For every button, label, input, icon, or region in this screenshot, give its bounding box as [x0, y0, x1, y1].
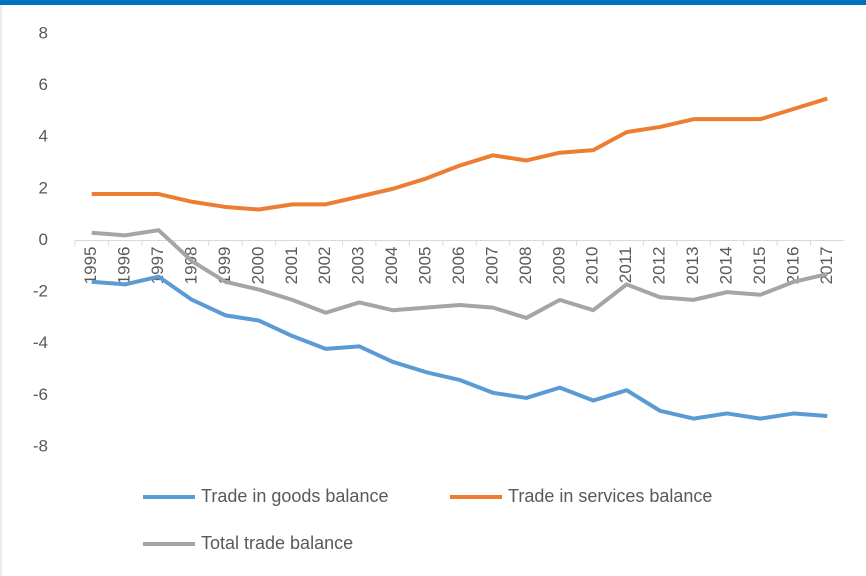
series-line	[91, 96, 828, 212]
x-tick-label: 2012	[650, 247, 669, 285]
legend-text: Total trade balance	[201, 533, 353, 553]
legend-text: Trade in goods balance	[201, 486, 388, 506]
x-tick-label: 2002	[315, 247, 334, 285]
x-tick-label: 1997	[148, 247, 167, 285]
y-tick-label: 6	[39, 75, 48, 94]
legend-text: Trade in services balance	[508, 486, 712, 506]
y-tick-label: 0	[39, 230, 48, 249]
x-tick-label: 2014	[716, 247, 735, 285]
x-tick-label: 2001	[282, 247, 301, 285]
x-tick-label: 1996	[115, 247, 134, 285]
y-tick-label: -8	[33, 436, 48, 455]
series-line	[91, 228, 828, 320]
x-tick-label: 2015	[750, 247, 769, 285]
x-tick-label: 2000	[248, 247, 267, 285]
x-tick-label: 2004	[382, 247, 401, 285]
x-tick-label: 2010	[583, 247, 602, 285]
x-tick-label: 2017	[817, 247, 836, 285]
x-tick-label: 2003	[349, 247, 368, 285]
top-bar	[0, 0, 866, 5]
x-tick-label: 2011	[616, 247, 635, 284]
x-tick-label: 2013	[683, 247, 702, 285]
x-tick-label: 2009	[549, 247, 568, 285]
y-tick-label: -2	[33, 282, 48, 301]
x-tick-label: 2006	[449, 247, 468, 285]
x-tick-label: 1995	[81, 247, 100, 285]
series-line	[91, 274, 828, 421]
x-tick-label: 2005	[416, 247, 435, 285]
x-tick-label: 2016	[783, 247, 802, 285]
x-tick-label: 2007	[482, 247, 501, 285]
y-tick-label: 4	[39, 127, 48, 146]
y-tick-label: 2	[39, 178, 48, 197]
x-tick-label: 2008	[516, 247, 535, 285]
y-tick-label: -4	[33, 333, 48, 352]
y-tick-label: 8	[39, 23, 48, 42]
x-tick-label: 1999	[215, 247, 234, 285]
y-tick-label: -6	[33, 385, 48, 404]
